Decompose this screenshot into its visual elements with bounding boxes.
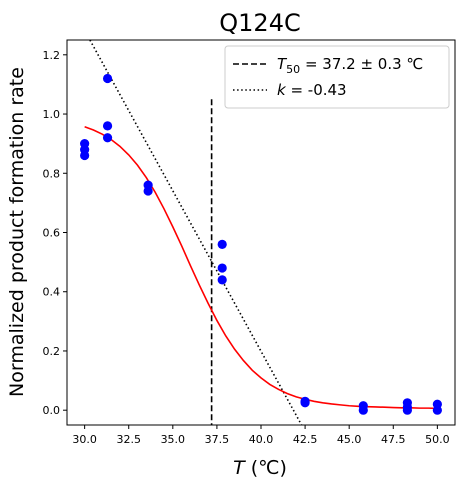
x-axis-ticks: 30.0 32.5 35.0 37.5 40.0 42.5 45.0 47.5 50.0 [72,425,450,446]
y-tick-label: 1.0 [43,108,61,121]
x-tick-label: 32.5 [116,433,141,446]
y-tick-label: 0.8 [43,167,61,180]
plot-frame [66,39,456,426]
series-layer [80,40,442,425]
slope-line [89,40,303,425]
legend: T50 = 37.2 ± 0.3 ℃ k = -0.43 [224,45,450,109]
x-tick-label: 35.0 [161,433,186,446]
legend-label-text: = -0.43 [286,81,347,99]
x-tick-label: 45.0 [337,433,362,446]
x-tick-label: 30.0 [72,433,97,446]
legend-label-variable: T [277,55,288,73]
data-point [217,263,227,273]
fit-curve [84,126,438,410]
legend-label-text: = 37.2 ± 0.3 ℃ [300,55,423,73]
data-point [102,73,113,84]
data-point [358,405,368,415]
legend-label-variable: k [277,81,287,99]
data-point [402,405,412,415]
y-tick-label: 0.2 [43,345,61,358]
y-tick-label: 0.6 [43,227,61,240]
data-point [217,239,227,249]
y-tick-label: 0.4 [43,286,61,299]
x-tick-label: 47.5 [381,433,406,446]
chart-title: Q124C [219,9,300,37]
data-point [80,150,90,161]
x-tick-label: 42.5 [293,433,318,446]
data-point [102,121,113,131]
data-point [300,398,310,408]
data-point [217,275,227,285]
x-axis-label-var: T [233,457,246,479]
data-point [102,133,113,143]
y-tick-label: 1.2 [43,49,61,62]
legend-label: k = -0.43 [277,81,347,99]
data-point [432,405,442,415]
y-axis-label: Normalized product formation rate [6,67,28,397]
x-tick-label: 37.5 [205,433,230,446]
y-tick-label: 0.0 [43,404,61,417]
legend-label: T50 = 37.2 ± 0.3 ℃ [277,55,423,76]
x-axis-label: T (℃) [233,457,287,479]
data-point [143,186,153,196]
legend-label-subscript: 50 [286,63,300,76]
y-axis-ticks: 0.0 0.2 0.4 0.6 0.8 1.0 1.2 [43,49,67,417]
x-tick-label: 40.0 [249,433,274,446]
x-axis-label-unit: (℃) [245,457,287,479]
x-tick-label: 50.0 [425,433,450,446]
legend-box [224,45,450,109]
